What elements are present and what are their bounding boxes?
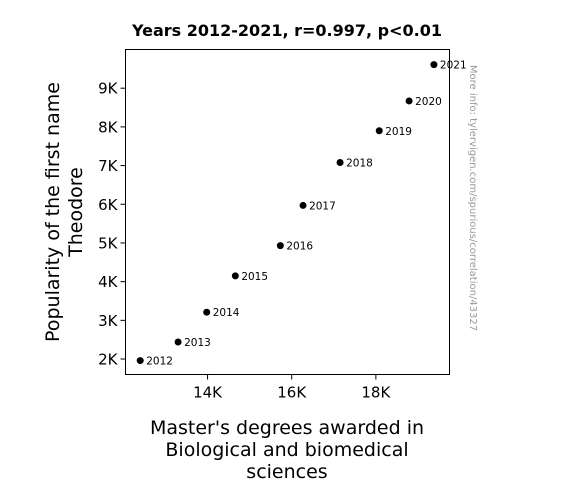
y-tick-label: 9K: [98, 80, 119, 98]
y-tick-label: 5K: [98, 234, 119, 252]
y-axis-label-line: Theodore: [65, 167, 87, 258]
data-point: [231, 272, 239, 280]
point-label: 2015: [241, 271, 268, 283]
point-label: 2017: [309, 200, 336, 212]
data-point: [174, 338, 182, 346]
y-axis-label-line: Popularity of the first name: [42, 82, 64, 342]
x-axis-label-line: Biological and biomedical: [165, 439, 408, 461]
x-axis-ticks: 14K 16K 18K: [193, 374, 391, 402]
y-tick-label: 6K: [98, 196, 119, 214]
point-label: 2016: [286, 241, 313, 253]
data-point: [136, 357, 144, 365]
chart-title: Years 2012-2021, r=0.997, p<0.01: [131, 21, 442, 40]
x-tick-label: 18K: [361, 384, 391, 402]
data-point: [375, 127, 383, 135]
y-tick-label: 7K: [98, 157, 119, 175]
x-axis-label: Master's degrees awarded in Biological an…: [150, 417, 424, 483]
point-label: 2021: [440, 60, 467, 72]
point-label: 2014: [213, 307, 240, 319]
data-point: [276, 242, 284, 250]
data-point: [336, 158, 344, 166]
y-tick-label: 3K: [98, 312, 119, 330]
data-point: [430, 61, 438, 69]
x-tick-label: 14K: [193, 384, 223, 402]
point-label: 2018: [346, 157, 373, 169]
watermark-text: More info: tylervigen.com/spurious/corre…: [467, 65, 478, 331]
x-tick-label: 16K: [277, 384, 307, 402]
point-label: 2020: [415, 96, 442, 108]
data-points: [136, 61, 438, 365]
data-point: [299, 201, 307, 209]
point-label: 2019: [385, 126, 412, 138]
x-axis-label-line: Master's degrees awarded in: [150, 417, 424, 439]
x-axis-label-line: sciences: [246, 461, 327, 483]
y-axis-ticks: 2K 3K 4K 5K 6K 7K 8K 9K: [98, 80, 126, 369]
data-point: [405, 97, 413, 105]
y-tick-label: 4K: [98, 273, 119, 291]
point-label: 2012: [146, 356, 173, 368]
data-point: [203, 308, 211, 316]
plot-area-frame: [125, 49, 450, 375]
point-labels: 2012 2013 2014 2015 2016 2017 2018 2019 2020 2021: [146, 60, 466, 368]
y-tick-label: 2K: [98, 351, 119, 369]
y-axis-label: Popularity of the first nameTheodore: [42, 82, 87, 342]
point-label: 2013: [184, 337, 211, 349]
y-tick-label: 8K: [98, 118, 119, 136]
